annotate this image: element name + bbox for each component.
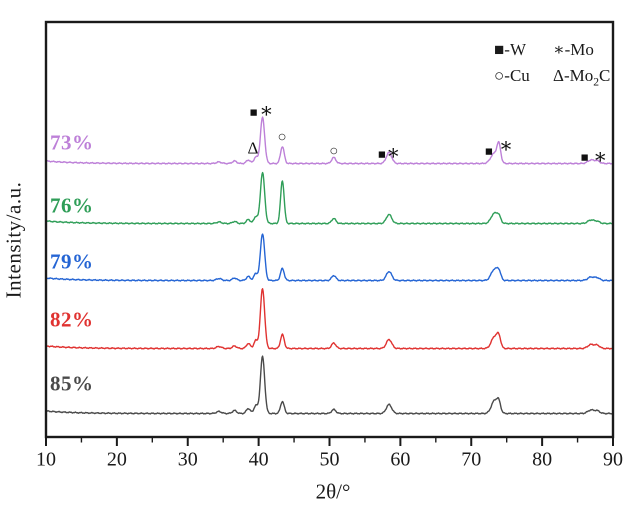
legend-label-subscript: 2 bbox=[593, 75, 599, 89]
x-axis-label: 2θ/° bbox=[315, 479, 351, 504]
legend-label-tail: C bbox=[599, 66, 611, 85]
marker-W-icon: ■ bbox=[580, 149, 589, 165]
xrd-trace-82% bbox=[45, 288, 614, 350]
marker-Mo-icon: ∗ bbox=[498, 133, 514, 158]
legend-symbol-icon: ○ bbox=[494, 66, 505, 85]
marker-Cu-icon: ○ bbox=[277, 129, 287, 146]
xrd-trace-76% bbox=[45, 171, 614, 225]
legend-item-Mo: ∗-Mo bbox=[553, 40, 610, 59]
legend-label: -W bbox=[504, 40, 526, 59]
x-tick-label-30: 30 bbox=[177, 448, 198, 471]
marker-Mo-icon: ∗ bbox=[593, 144, 608, 169]
legend-symbol-icon: Δ bbox=[553, 66, 564, 85]
plot-legend: ■-W ∗-Mo ○-Cu Δ-Mo2C bbox=[494, 40, 610, 91]
xrd-trace-73% bbox=[45, 116, 614, 165]
x-tick-label-70: 70 bbox=[461, 448, 482, 471]
series-label-79%: 79% bbox=[50, 249, 94, 274]
series-label-82%: 82% bbox=[50, 307, 94, 332]
plot-frame bbox=[44, 20, 615, 439]
legend-symbol-icon: ∗ bbox=[553, 40, 565, 59]
legend-label: -Cu bbox=[504, 66, 530, 85]
legend-label: -Mo bbox=[564, 40, 594, 59]
legend-symbol-icon: ■ bbox=[494, 40, 505, 59]
x-tick-label-20: 20 bbox=[106, 448, 127, 471]
marker-Mo-icon: ∗ bbox=[386, 140, 401, 165]
legend-label: -Mo bbox=[563, 66, 594, 85]
x-tick-label-60: 60 bbox=[390, 448, 411, 471]
xrd-trace-79% bbox=[45, 233, 614, 282]
xrd-trace-85% bbox=[45, 355, 614, 415]
series-label-85%: 85% bbox=[50, 371, 94, 396]
x-tick-label-50: 50 bbox=[319, 448, 340, 471]
legend-item-MoC: Δ-Mo2C bbox=[553, 66, 610, 91]
marker-Mo-icon: ∗ bbox=[259, 98, 274, 123]
marker-W-icon: ■ bbox=[485, 143, 493, 159]
marker-Cu-icon: ○ bbox=[329, 143, 339, 160]
y-axis-label: Intensity/a.u. bbox=[1, 181, 26, 299]
series-label-73%: 73% bbox=[50, 130, 94, 155]
marker-W-icon: ■ bbox=[249, 104, 258, 120]
legend-item-Cu: ○-Cu bbox=[494, 66, 551, 91]
x-tick-label-80: 80 bbox=[532, 448, 553, 471]
marker-W-icon: ■ bbox=[378, 146, 386, 162]
x-tick-label-10: 10 bbox=[36, 448, 56, 471]
marker-Mo2C-icon: Δ bbox=[247, 138, 259, 158]
x-tick-label-40: 40 bbox=[248, 448, 269, 471]
x-tick-label-90: 90 bbox=[603, 448, 623, 471]
legend-item-W: ■-W bbox=[494, 40, 551, 59]
series-label-76%: 76% bbox=[50, 193, 94, 218]
